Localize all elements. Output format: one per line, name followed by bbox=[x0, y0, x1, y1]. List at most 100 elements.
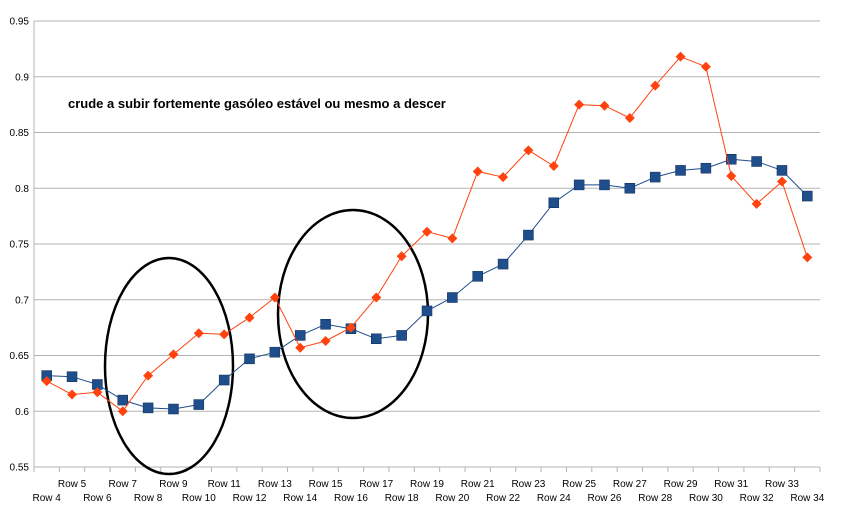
y-tick-label: 0.55 bbox=[10, 463, 30, 474]
x-tick-label: Row 27 bbox=[613, 479, 647, 490]
y-tick-label: 0.8 bbox=[15, 184, 29, 195]
x-tick-label: Row 34 bbox=[790, 493, 824, 504]
diamond-marker bbox=[776, 176, 787, 187]
x-tick-label: Row 5 bbox=[58, 479, 87, 490]
square-marker bbox=[320, 319, 331, 330]
diamond-marker bbox=[523, 145, 534, 156]
diamond-marker bbox=[320, 336, 331, 347]
x-tick-label: Row 23 bbox=[511, 479, 545, 490]
x-tick-label: Row 24 bbox=[537, 493, 571, 504]
square-marker bbox=[675, 165, 686, 176]
square-marker bbox=[497, 258, 509, 270]
square-marker bbox=[269, 346, 281, 358]
y-tick-label: 0.6 bbox=[15, 407, 29, 418]
y-tick-label: 0.9 bbox=[15, 72, 29, 83]
diamond-marker bbox=[599, 100, 610, 111]
x-tick-label: Row 26 bbox=[588, 493, 622, 504]
diamond-marker bbox=[574, 99, 585, 110]
diamond-marker bbox=[498, 172, 509, 183]
highlight-circle-rows-14-18 bbox=[276, 208, 430, 420]
diamond-marker bbox=[472, 166, 483, 177]
square-marker bbox=[193, 399, 205, 410]
x-tick-label: Row 11 bbox=[208, 479, 242, 490]
diamond-marker bbox=[41, 376, 52, 387]
square-marker bbox=[421, 305, 433, 317]
y-tick-label: 0.65 bbox=[10, 351, 30, 362]
diamond-marker bbox=[447, 233, 458, 244]
x-tick-label: Row 9 bbox=[159, 479, 188, 490]
x-tick-label: Row 4 bbox=[32, 493, 61, 504]
x-tick-label: Row 28 bbox=[638, 493, 672, 504]
square-marker bbox=[66, 371, 78, 382]
axes bbox=[33, 21, 821, 472]
x-tick-label: Row 7 bbox=[109, 479, 138, 490]
diamond-marker bbox=[269, 292, 280, 303]
diamond-marker bbox=[117, 406, 128, 417]
diamond-marker bbox=[396, 251, 407, 262]
square-marker bbox=[573, 179, 585, 191]
x-tick-label: Row 8 bbox=[134, 493, 163, 504]
diamond-marker bbox=[92, 387, 103, 398]
y-tick-label: 0.95 bbox=[10, 17, 30, 28]
square-marker bbox=[523, 229, 534, 241]
tick-labels: 0.55 0.6 0.65 0.7 0.75 0.8 0.85 0.9 0.95 Row 4 Row… bbox=[10, 17, 825, 505]
diamond-marker bbox=[422, 226, 432, 237]
x-tick-label: Row 13 bbox=[258, 479, 292, 490]
highlight-circle-rows-7-11 bbox=[103, 256, 235, 476]
square-marker bbox=[447, 292, 458, 303]
chart-annotation: crude a subir fortemente gasóleo estável… bbox=[68, 96, 446, 111]
diamond-marker bbox=[675, 51, 686, 62]
y-tick-label: 0.85 bbox=[10, 128, 30, 139]
x-tick-label: Row 15 bbox=[309, 479, 343, 490]
x-tick-label: Row 20 bbox=[435, 493, 469, 504]
x-tick-label: Row 6 bbox=[83, 493, 112, 504]
diamond-marker bbox=[726, 170, 737, 181]
diamond-marker bbox=[624, 113, 635, 124]
series bbox=[41, 51, 813, 417]
diamond-marker bbox=[219, 329, 230, 340]
square-marker bbox=[294, 330, 306, 341]
diamond-marker bbox=[548, 160, 559, 171]
x-tick-label: Row 17 bbox=[359, 479, 393, 490]
gridlines bbox=[34, 20, 820, 468]
square-marker bbox=[218, 374, 230, 386]
diamond-marker bbox=[751, 198, 762, 209]
x-tick-label: Row 18 bbox=[385, 493, 419, 504]
square-marker bbox=[751, 156, 762, 167]
diamond-marker bbox=[345, 322, 356, 333]
diamond-marker bbox=[143, 370, 154, 381]
x-tick-label: Row 33 bbox=[765, 479, 799, 490]
x-tick-label: Row 32 bbox=[740, 493, 774, 504]
diamond-marker bbox=[67, 389, 78, 400]
square-marker bbox=[624, 183, 636, 194]
x-tick-label: Row 25 bbox=[562, 479, 596, 490]
square-marker bbox=[700, 162, 712, 174]
square-marker bbox=[726, 154, 737, 165]
x-tick-label: Row 14 bbox=[283, 493, 317, 504]
y-tick-label: 0.75 bbox=[10, 240, 30, 251]
square-marker bbox=[548, 197, 560, 208]
square-marker bbox=[472, 271, 483, 282]
x-tick-label: Row 16 bbox=[334, 493, 368, 504]
x-tick-label: Row 12 bbox=[233, 493, 267, 504]
square-marker bbox=[802, 190, 813, 202]
diamond-marker bbox=[168, 349, 179, 360]
diamond-marker bbox=[802, 252, 813, 263]
square-marker bbox=[142, 402, 154, 414]
x-tick-label: Row 31 bbox=[714, 479, 748, 490]
x-tick-label: Row 29 bbox=[664, 479, 698, 490]
square-marker bbox=[776, 165, 788, 176]
x-tick-label: Row 22 bbox=[486, 493, 520, 504]
square-marker bbox=[168, 403, 179, 415]
x-tick-label: Row 10 bbox=[182, 493, 216, 504]
series-line-1 bbox=[46, 158, 808, 410]
diamond-marker bbox=[244, 312, 255, 323]
diamond-marker bbox=[700, 61, 711, 72]
square-marker bbox=[599, 179, 610, 191]
diamond-marker bbox=[371, 292, 382, 303]
square-marker bbox=[396, 330, 407, 341]
x-tick-label: Row 19 bbox=[410, 479, 444, 490]
square-marker bbox=[371, 333, 382, 345]
diamond-marker bbox=[650, 80, 661, 91]
